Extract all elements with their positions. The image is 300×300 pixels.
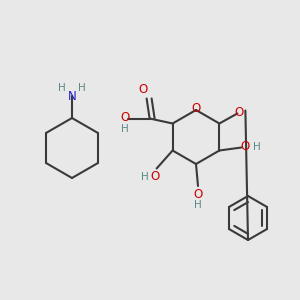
Text: H: H	[141, 172, 148, 182]
Text: O: O	[241, 140, 250, 153]
Text: H: H	[78, 83, 86, 93]
Text: O: O	[138, 83, 147, 96]
Text: H: H	[194, 200, 202, 210]
Text: H: H	[121, 124, 128, 134]
Text: O: O	[191, 103, 201, 116]
Text: O: O	[120, 111, 129, 124]
Text: O: O	[150, 170, 159, 183]
Text: N: N	[68, 89, 76, 103]
Text: O: O	[235, 106, 244, 119]
Text: O: O	[194, 188, 202, 200]
Text: H: H	[58, 83, 66, 93]
Text: H: H	[253, 142, 260, 152]
